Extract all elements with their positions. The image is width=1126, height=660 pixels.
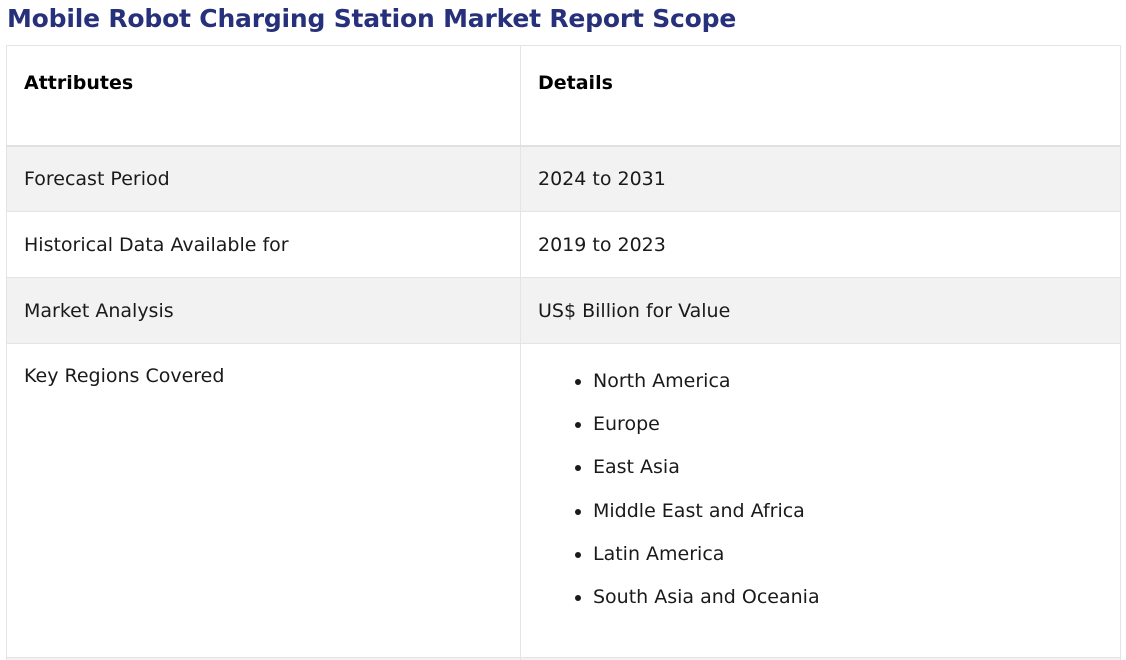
row-attribute: Market Analysis [6,277,521,344]
row-attribute: Key Regions Covered [6,343,521,658]
list-item-region: South Asia and Oceania [593,585,1103,628]
row-detail: 2024 to 2031 [520,145,1121,212]
table-row-regions: Key Regions Covered North America Europe… [6,343,1121,658]
table-row: Historical Data Available for 2019 to 20… [6,211,1121,278]
table-row-partial [6,657,1121,660]
region-list: North America Europe East Asia Middle Ea… [593,369,1103,628]
list-item-region: North America [593,369,1103,412]
row-attribute: Historical Data Available for [6,211,521,278]
partial-cell [520,657,1121,660]
header-attributes: Attributes [6,45,521,147]
row-detail: 2019 to 2023 [520,211,1121,278]
table-row: Forecast Period 2024 to 2031 [6,145,1121,212]
table-header-row: Attributes Details [6,45,1121,147]
row-detail: US$ Billion for Value [520,277,1121,344]
table-row: Market Analysis US$ Billion for Value [6,277,1121,344]
page-title: Mobile Robot Charging Station Market Rep… [7,4,737,33]
list-item-region: Middle East and Africa [593,499,1103,542]
regions-cell: North America Europe East Asia Middle Ea… [520,343,1121,658]
row-attribute: Forecast Period [6,145,521,212]
list-item-region: Europe [593,412,1103,455]
header-details: Details [520,45,1121,147]
list-item-region: Latin America [593,542,1103,585]
report-scope-table: Attributes Details Forecast Period 2024 … [6,45,1121,660]
list-item-region: East Asia [593,455,1103,498]
